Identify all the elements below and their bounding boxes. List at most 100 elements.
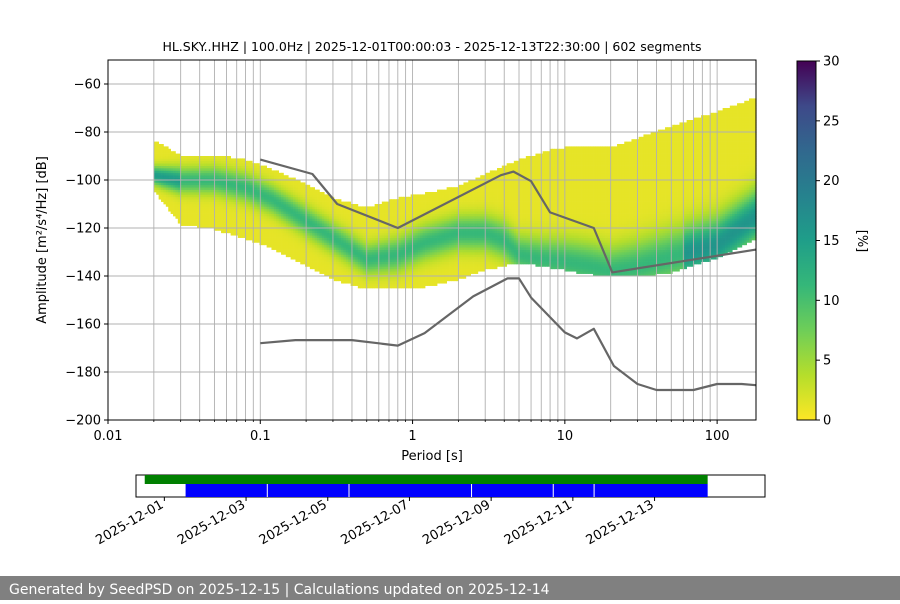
density-cell <box>225 180 229 183</box>
density-cell <box>254 189 258 193</box>
density-cell <box>173 194 176 198</box>
density-cell <box>297 213 301 217</box>
density-cell <box>182 201 186 205</box>
density-cell <box>273 211 277 214</box>
density-cell <box>497 168 500 171</box>
density-cell <box>225 228 229 231</box>
density-cell <box>494 264 498 267</box>
density-cell <box>410 237 414 241</box>
density-cell <box>475 247 479 250</box>
density-cell <box>233 172 236 176</box>
density-cell <box>211 170 215 174</box>
density-cell <box>175 180 179 183</box>
density-cell <box>266 213 270 217</box>
density-cell <box>312 266 315 270</box>
density-cell <box>391 206 395 210</box>
density-cell <box>381 201 385 205</box>
density-cell <box>487 230 491 234</box>
density-cell <box>266 196 270 200</box>
density-cell <box>379 228 383 231</box>
density-cell <box>240 184 243 188</box>
density-cell <box>451 259 455 262</box>
density-cell <box>408 271 411 274</box>
density-cell <box>417 271 421 274</box>
density-cell <box>355 268 359 272</box>
density-cell <box>271 230 275 234</box>
density-cell <box>319 223 323 226</box>
density-cell <box>230 213 234 217</box>
density-cell <box>264 199 267 202</box>
density-cell <box>261 206 265 210</box>
density-cell <box>216 201 219 205</box>
density-cell <box>170 201 174 205</box>
density-cell <box>360 213 363 217</box>
density-cell <box>326 232 330 236</box>
density-cell <box>393 273 397 277</box>
density-cell <box>225 192 229 195</box>
density-cell <box>213 165 217 169</box>
density-cell <box>237 211 241 214</box>
density-cell <box>192 196 195 200</box>
density-cell <box>197 165 200 169</box>
density-cell <box>209 216 212 219</box>
density-cell <box>307 254 311 258</box>
density-cell <box>492 184 495 188</box>
density-cell <box>201 165 205 169</box>
density-cell <box>168 206 171 210</box>
density-cell <box>247 208 251 212</box>
density-cell <box>441 225 445 229</box>
density-cell <box>425 199 428 202</box>
density-cell <box>391 237 395 241</box>
density-cell <box>338 220 342 224</box>
density-cell <box>441 278 445 282</box>
density-cell <box>312 256 315 260</box>
density-cell <box>192 172 195 176</box>
density-cell <box>439 273 443 277</box>
density-cell <box>223 230 227 234</box>
density-cell <box>240 180 243 183</box>
density-cell <box>165 204 169 207</box>
density-cell <box>453 192 457 195</box>
density-cell <box>281 180 284 183</box>
density-cell <box>161 196 164 200</box>
density-cell <box>437 261 440 265</box>
density-cell <box>379 252 383 255</box>
density-cell <box>192 175 195 178</box>
density-cell <box>425 228 428 231</box>
density-cell <box>187 163 191 166</box>
density-cell <box>185 220 188 224</box>
density-cell <box>293 225 296 229</box>
density-cell <box>185 204 188 207</box>
density-cell <box>300 256 303 260</box>
density-cell <box>213 160 217 164</box>
density-cell <box>192 204 195 207</box>
density-cell <box>360 283 363 286</box>
density-cell <box>468 247 471 250</box>
density-cell <box>444 213 447 217</box>
density-cell <box>312 252 315 255</box>
density-cell <box>480 182 483 186</box>
density-cell <box>209 163 212 166</box>
density-cell <box>348 232 351 236</box>
density-cell <box>434 223 438 226</box>
density-cell <box>372 278 375 282</box>
density-cell <box>458 228 462 231</box>
density-cell <box>427 254 431 258</box>
density-cell <box>329 254 332 258</box>
density-cell <box>485 244 488 248</box>
density-cell <box>360 235 363 238</box>
density-cell <box>341 220 344 224</box>
density-cell <box>336 220 339 224</box>
density-cell <box>295 252 299 255</box>
density-cell <box>326 256 330 260</box>
density-cell <box>201 175 205 178</box>
density-cell <box>211 213 215 217</box>
density-cell <box>242 175 246 178</box>
density-cell <box>410 280 414 284</box>
density-cell <box>444 211 447 214</box>
density-cell <box>413 259 416 262</box>
density-cell <box>245 232 248 236</box>
density-cell <box>405 285 409 289</box>
density-cell <box>499 192 503 195</box>
density-cell <box>273 208 277 212</box>
